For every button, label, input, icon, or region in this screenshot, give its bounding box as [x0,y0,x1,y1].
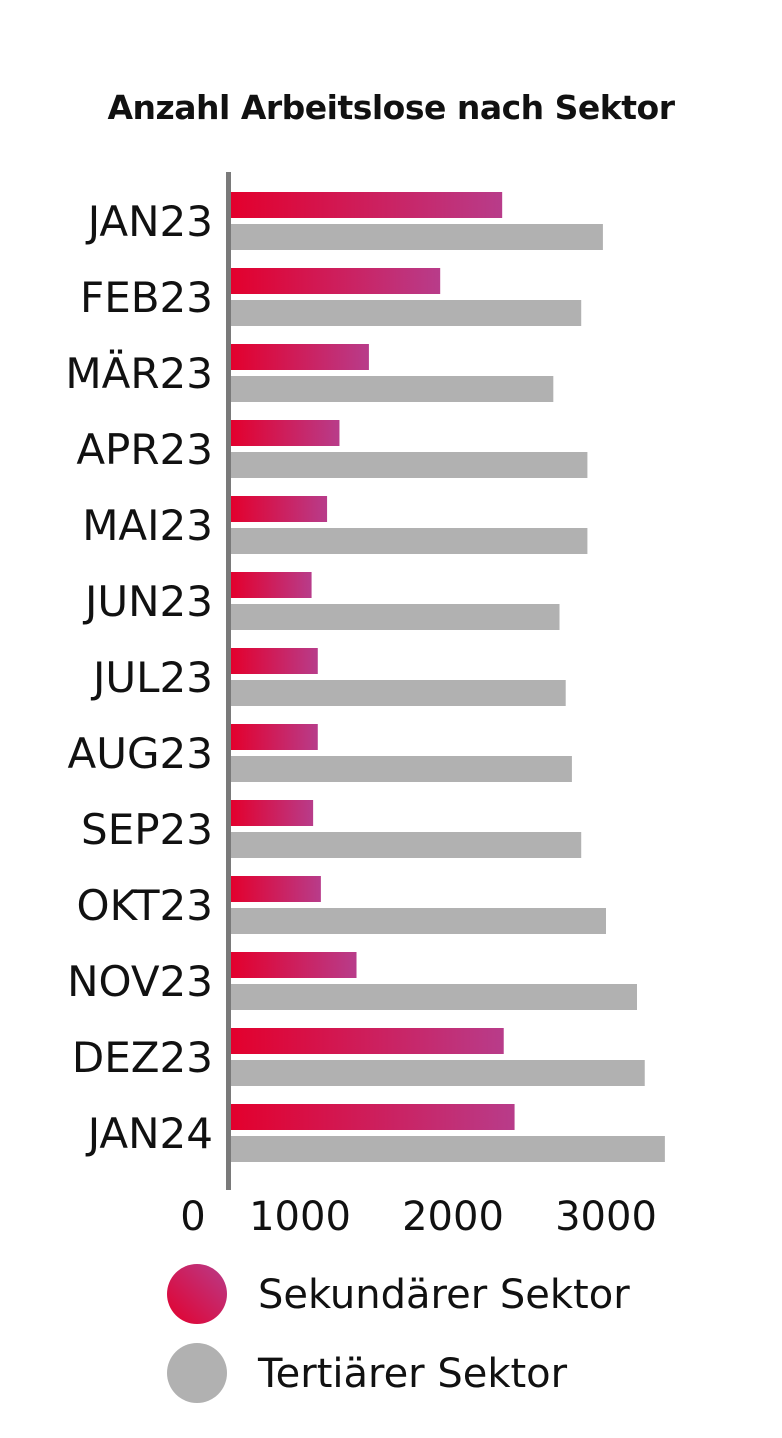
x-tick-label-0: 0 [180,1194,205,1240]
category-label-9: OKT23 [77,881,213,930]
bar-sekundaer-4 [231,496,328,522]
bar-sekundaer-2 [231,344,369,370]
category-label-11: DEZ23 [72,1033,213,1082]
legend-swatch-tertiaer [167,1343,227,1403]
bar-sekundaer-1 [231,268,441,294]
legend-label-sekundaer: Sekundärer Sektor [258,1272,630,1318]
bar-sekundaer-8 [231,800,314,826]
legend-swatch-sekundaer [167,1264,227,1324]
category-label-4: MAI23 [82,501,213,550]
category-label-0: JAN23 [85,197,213,246]
bar-sekundaer-3 [231,420,340,446]
bar-tertiaer-7 [231,756,572,782]
legend-label-tertiaer: Tertiärer Sektor [257,1351,568,1397]
bar-sekundaer-0 [231,192,503,218]
category-label-1: FEB23 [80,273,213,322]
bar-tertiaer-4 [231,528,588,554]
category-label-8: SEP23 [81,805,213,854]
x-tick-label-1: 1000 [249,1194,351,1240]
bar-tertiaer-1 [231,300,582,326]
bar-tertiaer-11 [231,1060,645,1086]
bar-tertiaer-6 [231,680,566,706]
category-label-3: APR23 [76,425,213,474]
y-axis-line [226,172,231,1190]
bar-tertiaer-5 [231,604,560,630]
bar-tertiaer-0 [231,224,603,250]
category-label-7: AUG23 [68,729,213,778]
category-label-5: JUN23 [82,577,213,626]
bar-tertiaer-3 [231,452,588,478]
x-tick-label-3: 3000 [555,1194,657,1240]
bar-sekundaer-9 [231,876,321,902]
bar-sekundaer-10 [231,952,357,978]
bar-sekundaer-5 [231,572,312,598]
bar-tertiaer-10 [231,984,637,1010]
bar-sekundaer-12 [231,1104,515,1130]
category-label-6: JUL23 [90,653,213,702]
bar-tertiaer-8 [231,832,582,858]
bar-tertiaer-12 [231,1136,665,1162]
bar-sekundaer-11 [231,1028,504,1054]
x-tick-label-2: 2000 [402,1194,504,1240]
bar-tertiaer-9 [231,908,606,934]
chart-title: Anzahl Arbeitslose nach Sektor [107,88,675,127]
bar-tertiaer-2 [231,376,554,402]
bar-sekundaer-7 [231,724,318,750]
category-label-2: MÄR23 [65,348,213,398]
bar-sekundaer-6 [231,648,318,674]
category-label-10: NOV23 [67,957,213,1006]
category-label-12: JAN24 [85,1109,213,1158]
